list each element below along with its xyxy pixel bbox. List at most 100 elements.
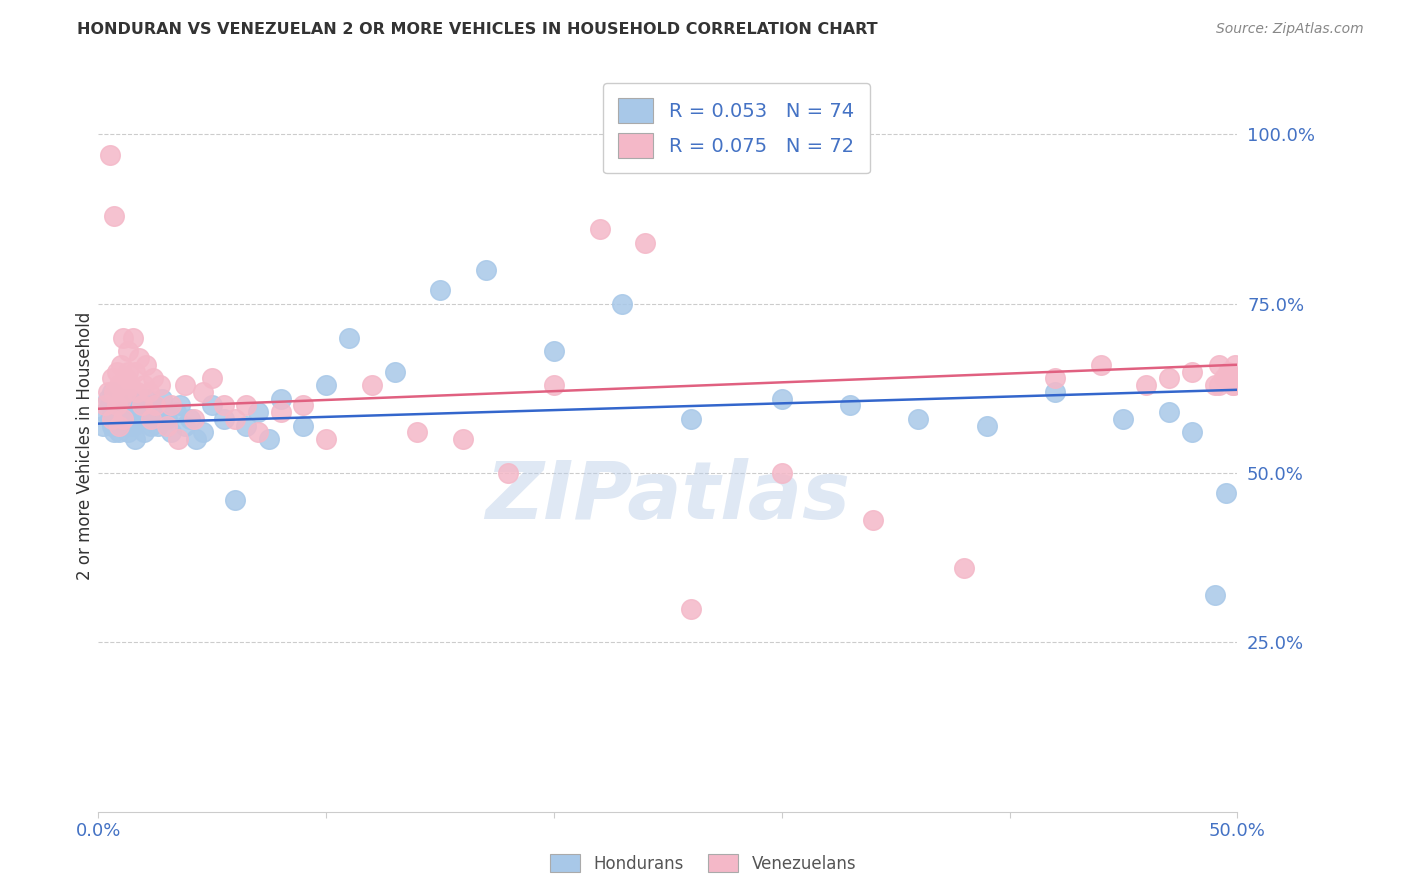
Point	[146, 418, 169, 433]
Point	[1215, 371, 1237, 385]
Point	[101, 418, 124, 433]
Point	[193, 384, 215, 399]
Point	[315, 378, 337, 392]
Point	[120, 412, 142, 426]
Point	[337, 331, 360, 345]
Point	[235, 418, 257, 433]
Point	[770, 466, 793, 480]
Point	[201, 371, 224, 385]
Point	[1204, 588, 1226, 602]
Point	[103, 405, 125, 419]
Point	[127, 405, 149, 419]
Point	[120, 392, 142, 406]
Point	[224, 412, 246, 426]
Point	[142, 398, 165, 412]
Point	[105, 392, 128, 406]
Point	[138, 384, 160, 399]
Point	[103, 209, 125, 223]
Point	[953, 561, 976, 575]
Point	[1226, 371, 1249, 385]
Point	[862, 514, 884, 528]
Point	[169, 398, 191, 412]
Point	[384, 364, 406, 378]
Point	[174, 418, 197, 433]
Point	[1043, 384, 1066, 399]
Point	[679, 412, 702, 426]
Point	[117, 344, 139, 359]
Point	[1043, 371, 1066, 385]
Point	[1181, 425, 1204, 440]
Point	[1090, 358, 1112, 372]
Point	[128, 398, 150, 412]
Point	[110, 392, 132, 406]
Point	[186, 432, 208, 446]
Point	[498, 466, 520, 480]
Point	[235, 398, 257, 412]
Point	[1218, 364, 1240, 378]
Point	[135, 358, 157, 372]
Point	[98, 148, 121, 162]
Point	[139, 412, 162, 426]
Point	[101, 384, 124, 399]
Point	[167, 432, 190, 446]
Point	[117, 398, 139, 412]
Point	[112, 398, 135, 412]
Point	[150, 392, 173, 406]
Point	[634, 235, 657, 250]
Point	[149, 405, 172, 419]
Point	[543, 378, 565, 392]
Point	[224, 493, 246, 508]
Point	[94, 405, 117, 419]
Point	[108, 425, 131, 440]
Point	[1212, 371, 1234, 385]
Point	[121, 331, 143, 345]
Point	[135, 392, 157, 406]
Point	[183, 412, 205, 426]
Point	[292, 418, 315, 433]
Legend: R = 0.053   N = 74, R = 0.075   N = 72: R = 0.053 N = 74, R = 0.075 N = 72	[603, 83, 869, 173]
Point	[127, 384, 149, 399]
Point	[105, 398, 128, 412]
Point	[128, 351, 150, 365]
Point	[474, 263, 496, 277]
Point	[138, 405, 160, 419]
Point	[114, 384, 136, 399]
Point	[98, 398, 121, 412]
Point	[131, 398, 153, 412]
Point	[1208, 358, 1230, 372]
Point	[165, 405, 187, 419]
Point	[132, 425, 155, 440]
Point	[1157, 371, 1180, 385]
Point	[117, 425, 139, 440]
Point	[259, 432, 281, 446]
Point	[1157, 405, 1180, 419]
Point	[105, 418, 128, 433]
Point	[112, 412, 135, 426]
Point	[212, 398, 235, 412]
Point	[117, 364, 139, 378]
Point	[145, 412, 167, 426]
Point	[270, 392, 292, 406]
Text: HONDURAN VS VENEZUELAN 2 OR MORE VEHICLES IN HOUSEHOLD CORRELATION CHART: HONDURAN VS VENEZUELAN 2 OR MORE VEHICLE…	[77, 22, 877, 37]
Point	[142, 371, 165, 385]
Point	[114, 418, 136, 433]
Point	[1135, 378, 1157, 392]
Point	[101, 412, 124, 426]
Y-axis label: 2 or more Vehicles in Household: 2 or more Vehicles in Household	[76, 312, 94, 580]
Point	[156, 418, 179, 433]
Point	[543, 344, 565, 359]
Point	[124, 364, 146, 378]
Point	[98, 412, 121, 426]
Point	[976, 418, 998, 433]
Point	[160, 425, 183, 440]
Point	[588, 222, 610, 236]
Point	[105, 364, 128, 378]
Point	[114, 405, 136, 419]
Point	[679, 601, 702, 615]
Point	[907, 412, 929, 426]
Point	[612, 297, 634, 311]
Point	[149, 378, 172, 392]
Point	[179, 412, 201, 426]
Point	[110, 358, 132, 372]
Point	[292, 398, 315, 412]
